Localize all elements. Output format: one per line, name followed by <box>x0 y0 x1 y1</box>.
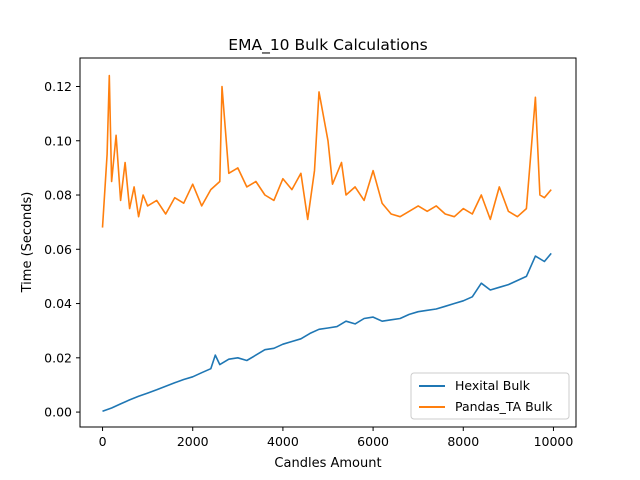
x-axis: 0 2000 4000 6000 8000 10000 <box>99 427 574 449</box>
legend-label-pandas-ta-bulk: Pandas_TA Bulk <box>455 399 553 414</box>
plot-frame <box>79 57 577 428</box>
y-tick-label: 0.10 <box>44 133 72 148</box>
plot-lines <box>101 74 552 413</box>
y-tick-label: 0.08 <box>44 188 72 203</box>
y-axis-label: Time (Seconds) <box>20 192 35 294</box>
x-tick-label: 0 <box>99 434 107 449</box>
y-axis: 0.00 0.02 0.04 0.06 0.08 0.10 0.12 <box>44 79 80 420</box>
legend: Hexital Bulk Pandas_TA Bulk <box>410 372 570 420</box>
x-tick-label: 10000 <box>534 434 574 449</box>
y-tick-label: 0.12 <box>44 79 72 94</box>
legend-label-hexital-bulk: Hexital Bulk <box>455 378 531 393</box>
y-tick-label: 0.00 <box>44 405 72 420</box>
x-axis-label: Candles Amount <box>274 456 381 471</box>
y-tick-label: 0.02 <box>44 350 72 365</box>
series-line-pandas-ta-bulk <box>101 74 552 228</box>
x-tick-label: 2000 <box>177 434 209 449</box>
y-tick-label: 0.04 <box>44 296 72 311</box>
legend-box <box>410 372 570 420</box>
series-line-hexital-bulk <box>102 252 552 413</box>
chart-title: EMA_10 Bulk Calculations <box>228 36 427 55</box>
x-tick-label: 4000 <box>267 434 299 449</box>
y-tick-label: 0.06 <box>44 242 72 257</box>
x-tick-label: 8000 <box>447 434 479 449</box>
x-tick-label: 6000 <box>357 434 389 449</box>
